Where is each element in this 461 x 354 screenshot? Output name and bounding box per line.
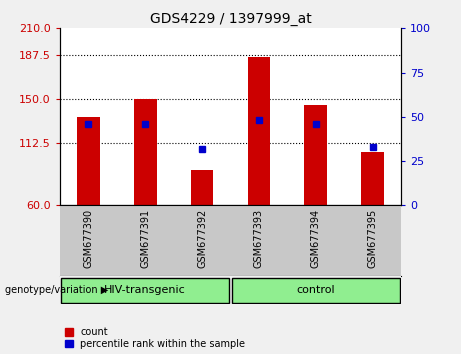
Bar xyxy=(191,170,213,205)
Bar xyxy=(134,99,157,205)
Bar xyxy=(61,278,230,303)
Bar xyxy=(304,105,327,205)
Text: genotype/variation ▶: genotype/variation ▶ xyxy=(5,285,108,295)
Text: GSM677393: GSM677393 xyxy=(254,209,264,268)
Bar xyxy=(231,278,400,303)
Bar xyxy=(77,117,100,205)
Text: HIV-transgenic: HIV-transgenic xyxy=(104,285,186,295)
Text: GSM677391: GSM677391 xyxy=(140,209,150,268)
Text: GSM677392: GSM677392 xyxy=(197,209,207,268)
Text: control: control xyxy=(296,285,335,295)
Legend: count, percentile rank within the sample: count, percentile rank within the sample xyxy=(65,327,245,349)
Text: GSM677395: GSM677395 xyxy=(367,209,378,268)
Title: GDS4229 / 1397999_at: GDS4229 / 1397999_at xyxy=(150,12,311,26)
Bar xyxy=(248,57,270,205)
Text: GSM677390: GSM677390 xyxy=(83,209,94,268)
Text: GSM677394: GSM677394 xyxy=(311,209,321,268)
Bar xyxy=(361,152,384,205)
